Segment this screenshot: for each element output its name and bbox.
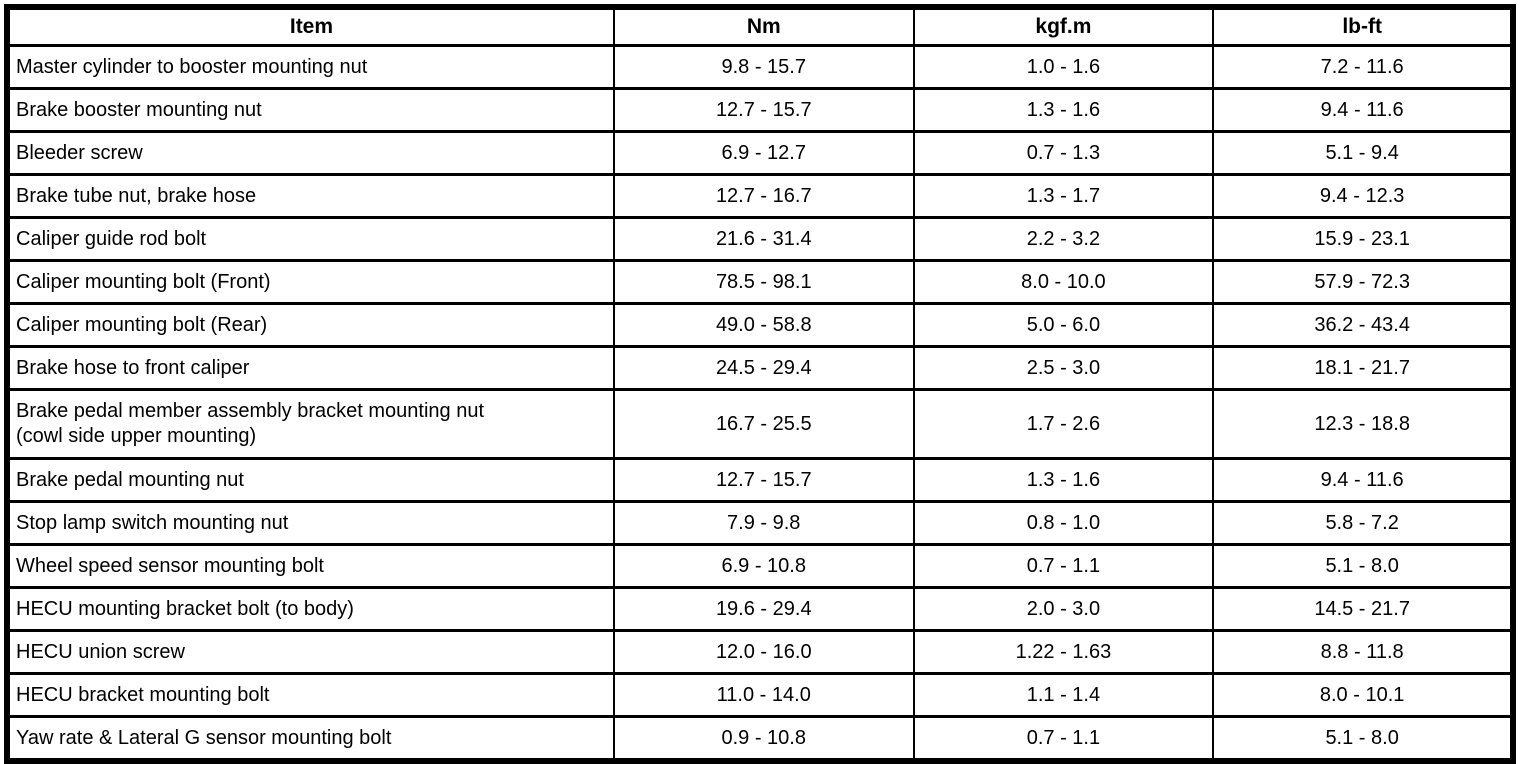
table-row: Brake tube nut, brake hose 12.7 - 16.7 1.3… xyxy=(6,173,1514,219)
nm-cell: 6.9 - 12.7 xyxy=(612,130,915,176)
kgfm-cell: 1.22 - 1.63 xyxy=(912,629,1215,675)
item-cell: Yaw rate & Lateral G sensor mounting bol… xyxy=(6,715,615,763)
table-row: Caliper mounting bolt (Rear) 49.0 - 58.8 5… xyxy=(6,302,1514,348)
lbft-cell: 57.9 - 72.3 xyxy=(1212,259,1514,305)
item-cell: Master cylinder to booster mounting nut xyxy=(6,44,615,90)
nm-cell: 16.7 - 25.5 xyxy=(612,388,915,460)
item-cell: Brake hose to front caliper xyxy=(6,345,615,391)
kgfm-cell: 2.5 - 3.0 xyxy=(912,345,1215,391)
kgfm-cell: 0.7 - 1.3 xyxy=(912,130,1215,176)
nm-cell: 24.5 - 29.4 xyxy=(612,345,915,391)
item-cell: Caliper mounting bolt (Rear) xyxy=(6,302,615,348)
item-cell: Brake tube nut, brake hose xyxy=(6,173,615,219)
lbft-cell: 15.9 - 23.1 xyxy=(1212,216,1514,262)
column-header-lbft: lb-ft xyxy=(1212,5,1514,47)
lbft-cell: 5.8 - 7.2 xyxy=(1212,500,1514,546)
item-cell: Brake booster mounting nut xyxy=(6,87,615,133)
nm-cell: 12.0 - 16.0 xyxy=(612,629,915,675)
kgfm-cell: 1.3 - 1.6 xyxy=(912,87,1215,133)
kgfm-cell: 0.7 - 1.1 xyxy=(912,543,1215,589)
column-header-nm: Nm xyxy=(612,5,915,47)
lbft-cell: 12.3 - 18.8 xyxy=(1212,388,1514,460)
table-body: Master cylinder to booster mounting nut 9… xyxy=(6,44,1514,763)
lbft-cell: 8.0 - 10.1 xyxy=(1212,672,1514,718)
lbft-cell: 9.4 - 11.6 xyxy=(1212,87,1514,133)
item-cell: Brake pedal mounting nut xyxy=(6,457,615,503)
nm-cell: 12.7 - 15.7 xyxy=(612,87,915,133)
nm-cell: 0.9 - 10.8 xyxy=(612,715,915,763)
table-row: Master cylinder to booster mounting nut 9… xyxy=(6,44,1514,90)
kgfm-cell: 8.0 - 10.0 xyxy=(912,259,1215,305)
nm-cell: 19.6 - 29.4 xyxy=(612,586,915,632)
nm-cell: 21.6 - 31.4 xyxy=(612,216,915,262)
nm-cell: 9.8 - 15.7 xyxy=(612,44,915,90)
item-cell: HECU union screw xyxy=(6,629,615,675)
lbft-cell: 8.8 - 11.8 xyxy=(1212,629,1514,675)
nm-cell: 12.7 - 16.7 xyxy=(612,173,915,219)
item-cell: Bleeder screw xyxy=(6,130,615,176)
table-row: Brake hose to front caliper 24.5 - 29.4 2.… xyxy=(6,345,1514,391)
lbft-cell: 18.1 - 21.7 xyxy=(1212,345,1514,391)
table-row: Brake booster mounting nut 12.7 - 15.7 1.3… xyxy=(6,87,1514,133)
kgfm-cell: 1.7 - 2.6 xyxy=(912,388,1215,460)
table-row: Caliper guide rod bolt 21.6 - 31.4 2.2 - 3… xyxy=(6,216,1514,262)
lbft-cell: 5.1 - 9.4 xyxy=(1212,130,1514,176)
table-row: Stop lamp switch mounting nut 7.9 - 9.8 0.… xyxy=(6,500,1514,546)
table-row: Wheel speed sensor mounting bolt 6.9 - 10… xyxy=(6,543,1514,589)
nm-cell: 12.7 - 15.7 xyxy=(612,457,915,503)
kgfm-cell: 1.3 - 1.6 xyxy=(912,457,1215,503)
item-cell: Caliper guide rod bolt xyxy=(6,216,615,262)
column-header-item: Item xyxy=(6,5,615,47)
kgfm-cell: 2.2 - 3.2 xyxy=(912,216,1215,262)
table-row: HECU union screw 12.0 - 16.0 1.22 - 1.63 8.… xyxy=(6,629,1514,675)
kgfm-cell: 2.0 - 3.0 xyxy=(912,586,1215,632)
lbft-cell: 9.4 - 12.3 xyxy=(1212,173,1514,219)
kgfm-cell: 1.3 - 1.7 xyxy=(912,173,1215,219)
lbft-cell: 7.2 - 11.6 xyxy=(1212,44,1514,90)
lbft-cell: 5.1 - 8.0 xyxy=(1212,543,1514,589)
item-cell: Brake pedal member assembly bracket moun… xyxy=(6,388,615,460)
lbft-cell: 36.2 - 43.4 xyxy=(1212,302,1514,348)
header-row: Item Nm kgf.m lb-ft xyxy=(6,5,1514,47)
nm-cell: 6.9 - 10.8 xyxy=(612,543,915,589)
torque-spec-table: Item Nm kgf.m lb-ft Master cylinder to b… xyxy=(4,4,1516,764)
table-header: Item Nm kgf.m lb-ft xyxy=(6,5,1514,47)
nm-cell: 11.0 - 14.0 xyxy=(612,672,915,718)
kgfm-cell: 0.8 - 1.0 xyxy=(912,500,1215,546)
kgfm-cell: 5.0 - 6.0 xyxy=(912,302,1215,348)
column-header-kgfm: kgf.m xyxy=(912,5,1215,47)
table-row: Yaw rate & Lateral G sensor mounting bol… xyxy=(6,715,1514,763)
kgfm-cell: 0.7 - 1.1 xyxy=(912,715,1215,763)
nm-cell: 7.9 - 9.8 xyxy=(612,500,915,546)
item-cell: Stop lamp switch mounting nut xyxy=(6,500,615,546)
item-cell: Caliper mounting bolt (Front) xyxy=(6,259,615,305)
kgfm-cell: 1.1 - 1.4 xyxy=(912,672,1215,718)
item-cell: Wheel speed sensor mounting bolt xyxy=(6,543,615,589)
nm-cell: 49.0 - 58.8 xyxy=(612,302,915,348)
table-row: HECU bracket mounting bolt 11.0 - 14.0 1.1… xyxy=(6,672,1514,718)
lbft-cell: 14.5 - 21.7 xyxy=(1212,586,1514,632)
item-cell: HECU mounting bracket bolt (to body) xyxy=(6,586,615,632)
lbft-cell: 5.1 - 8.0 xyxy=(1212,715,1514,763)
kgfm-cell: 1.0 - 1.6 xyxy=(912,44,1215,90)
nm-cell: 78.5 - 98.1 xyxy=(612,259,915,305)
table-row: HECU mounting bracket bolt (to body) 19.6… xyxy=(6,586,1514,632)
table-row: Brake pedal mounting nut 12.7 - 15.7 1.3 -… xyxy=(6,457,1514,503)
table-row: Bleeder screw 6.9 - 12.7 0.7 - 1.3 5.1 - 9.… xyxy=(6,130,1514,176)
table-row: Brake pedal member assembly bracket moun… xyxy=(6,388,1514,460)
item-cell: HECU bracket mounting bolt xyxy=(6,672,615,718)
table-row: Caliper mounting bolt (Front) 78.5 - 98.1… xyxy=(6,259,1514,305)
lbft-cell: 9.4 - 11.6 xyxy=(1212,457,1514,503)
